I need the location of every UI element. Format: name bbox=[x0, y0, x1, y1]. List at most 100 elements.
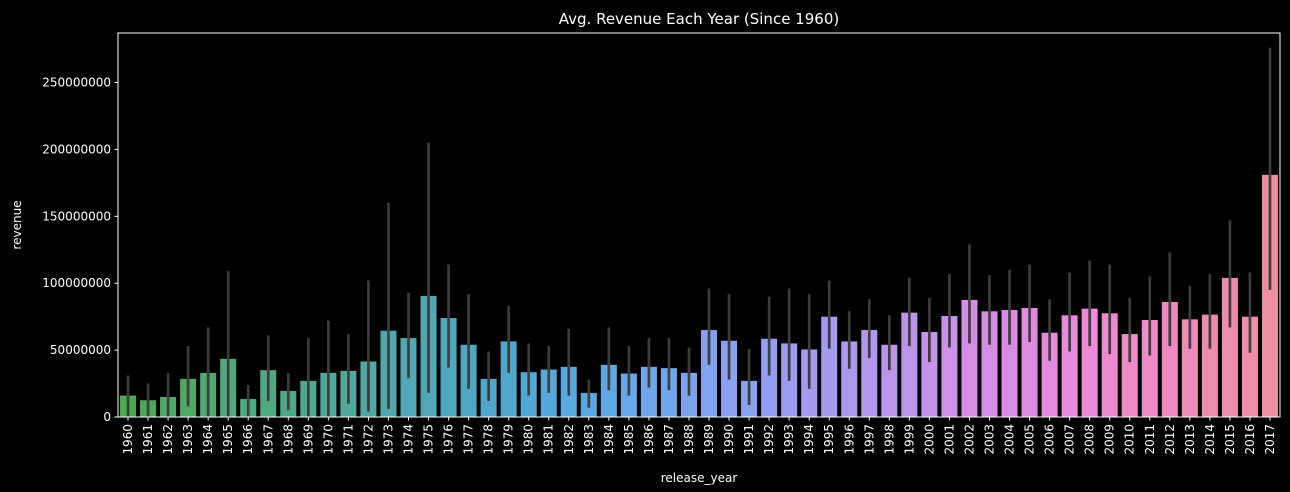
x-tick-label-2001: 2001 bbox=[942, 424, 956, 455]
x-tick-label-1985: 1985 bbox=[622, 424, 636, 455]
x-tick-label-1978: 1978 bbox=[482, 424, 496, 455]
x-tick-label-2012: 2012 bbox=[1163, 424, 1177, 455]
bar-2009 bbox=[1101, 313, 1118, 417]
y-tick-label: 150000000 bbox=[42, 209, 111, 223]
x-tick-label-1960: 1960 bbox=[121, 424, 135, 455]
y-tick-label: 50000000 bbox=[50, 343, 111, 357]
x-tick-label-1991: 1991 bbox=[742, 424, 756, 455]
bar-1997 bbox=[861, 330, 878, 417]
x-tick-label-2006: 2006 bbox=[1043, 424, 1057, 455]
bar-2007 bbox=[1061, 315, 1078, 417]
x-tick-label-1976: 1976 bbox=[442, 424, 456, 455]
bar-2012 bbox=[1161, 301, 1178, 417]
x-tick-label-1996: 1996 bbox=[842, 424, 856, 455]
x-tick-label-1987: 1987 bbox=[662, 424, 676, 455]
x-tick-label-1961: 1961 bbox=[141, 424, 155, 455]
bar-1995 bbox=[821, 316, 838, 417]
x-axis-label: release_year bbox=[661, 471, 738, 485]
x-tick-label-1984: 1984 bbox=[602, 424, 616, 455]
y-tick-label: 100000000 bbox=[42, 276, 111, 290]
x-tick-label-1981: 1981 bbox=[542, 424, 556, 455]
bar-2010 bbox=[1121, 334, 1138, 417]
bar-1998 bbox=[881, 344, 898, 417]
bar-1986 bbox=[640, 366, 657, 417]
plot-frame bbox=[117, 32, 1281, 418]
x-tick-label-1965: 1965 bbox=[221, 424, 235, 455]
x-tick-label-1998: 1998 bbox=[882, 424, 896, 455]
bar-1984 bbox=[600, 364, 617, 417]
x-tick-label-2015: 2015 bbox=[1223, 424, 1237, 455]
x-tick-label-1980: 1980 bbox=[522, 424, 536, 455]
x-tick-label-1968: 1968 bbox=[281, 424, 295, 455]
bar-1979 bbox=[500, 341, 517, 417]
bar-2001 bbox=[941, 315, 958, 417]
bar-2003 bbox=[981, 311, 998, 417]
x-tick-label-1963: 1963 bbox=[181, 424, 195, 455]
x-tick-label-1966: 1966 bbox=[241, 424, 255, 455]
x-tick-label-2014: 2014 bbox=[1203, 424, 1217, 455]
x-tick-label-1977: 1977 bbox=[462, 424, 476, 455]
x-tick-label-1979: 1979 bbox=[502, 424, 516, 455]
y-ticks-group: 0 50000000 100000000 150000000 200000000 2500… bbox=[42, 76, 118, 424]
x-tick-label-1992: 1992 bbox=[762, 424, 776, 455]
bar-1987 bbox=[660, 368, 677, 417]
bar-2011 bbox=[1141, 319, 1158, 417]
bar-2015 bbox=[1221, 277, 1238, 417]
x-tick-label-2002: 2002 bbox=[962, 424, 976, 455]
x-tick-label-1967: 1967 bbox=[261, 424, 275, 455]
bar-2008 bbox=[1081, 308, 1098, 417]
x-tick-label-1972: 1972 bbox=[361, 424, 375, 455]
bar-2000 bbox=[921, 332, 938, 417]
x-tick-label-1988: 1988 bbox=[682, 424, 696, 455]
x-tick-label-2016: 2016 bbox=[1243, 424, 1257, 455]
y-tick-label: 200000000 bbox=[42, 142, 111, 156]
bars-group bbox=[120, 174, 1278, 417]
x-tick-label-1973: 1973 bbox=[381, 424, 395, 455]
bar-2004 bbox=[1001, 309, 1018, 417]
x-tick-label-1975: 1975 bbox=[422, 424, 436, 455]
bar-1992 bbox=[761, 338, 778, 417]
bar-1989 bbox=[701, 330, 718, 417]
x-tick-label-2005: 2005 bbox=[1023, 424, 1037, 455]
x-tick-label-1989: 1989 bbox=[702, 424, 716, 455]
chart-title: Avg. Revenue Each Year (Since 1960) bbox=[559, 10, 839, 28]
bar-1981 bbox=[540, 369, 557, 417]
bar-2006 bbox=[1041, 332, 1058, 417]
x-tick-label-2003: 2003 bbox=[983, 424, 997, 455]
x-tick-label-1999: 1999 bbox=[902, 424, 916, 455]
y-tick-label: 250000000 bbox=[42, 76, 111, 90]
x-tick-label-2013: 2013 bbox=[1183, 424, 1197, 455]
bar-1999 bbox=[901, 312, 918, 417]
x-ticks-group: 1960 1961 1962 1963 1964 1965 1966 1967 1968 1969… bbox=[121, 417, 1277, 455]
x-tick-label-1969: 1969 bbox=[301, 424, 315, 455]
bar-2002 bbox=[961, 299, 978, 417]
x-tick-label-1964: 1964 bbox=[201, 424, 215, 455]
bar-2005 bbox=[1021, 307, 1038, 417]
x-tick-label-1982: 1982 bbox=[562, 424, 576, 455]
bar-2016 bbox=[1241, 316, 1258, 417]
x-tick-label-2007: 2007 bbox=[1063, 424, 1077, 455]
bar-2014 bbox=[1201, 314, 1218, 417]
x-tick-label-1983: 1983 bbox=[582, 424, 596, 455]
x-tick-label-1997: 1997 bbox=[862, 424, 876, 455]
x-tick-label-1970: 1970 bbox=[321, 424, 335, 455]
y-tick-label: 0 bbox=[103, 410, 111, 424]
x-tick-label-2004: 2004 bbox=[1003, 424, 1017, 455]
x-tick-label-1971: 1971 bbox=[341, 424, 355, 455]
x-tick-label-2017: 2017 bbox=[1263, 424, 1277, 455]
error-bars-group bbox=[126, 47, 1272, 417]
x-tick-label-1994: 1994 bbox=[802, 424, 816, 455]
x-tick-label-2000: 2000 bbox=[922, 424, 936, 455]
y-axis-label: revenue bbox=[10, 200, 24, 249]
x-tick-label-1974: 1974 bbox=[402, 424, 416, 455]
x-tick-label-1990: 1990 bbox=[722, 424, 736, 455]
x-tick-label-1986: 1986 bbox=[642, 424, 656, 455]
x-tick-label-2010: 2010 bbox=[1123, 424, 1137, 455]
x-tick-label-1993: 1993 bbox=[782, 424, 796, 455]
bar-2013 bbox=[1181, 319, 1198, 417]
x-tick-label-1962: 1962 bbox=[161, 424, 175, 455]
x-tick-label-2008: 2008 bbox=[1083, 424, 1097, 455]
x-tick-label-2011: 2011 bbox=[1143, 424, 1157, 455]
bar-2017 bbox=[1261, 174, 1278, 417]
